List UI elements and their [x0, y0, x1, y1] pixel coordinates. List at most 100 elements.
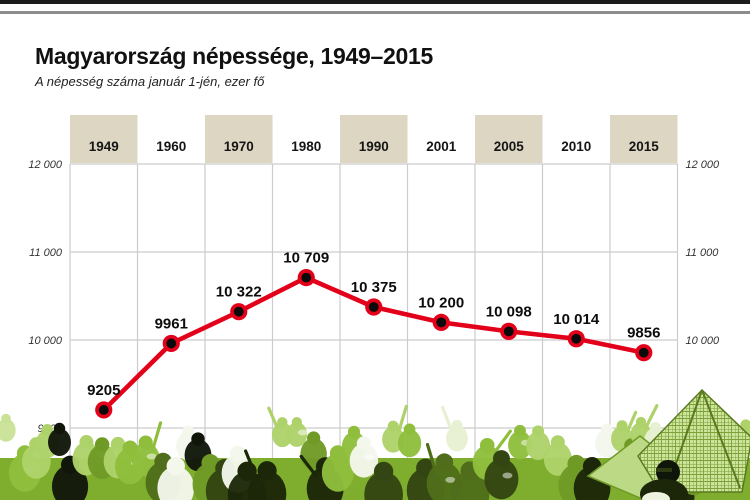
- crowd-figure-body: [397, 429, 422, 458]
- data-point-label: 9205: [87, 382, 120, 399]
- foreground-figure-glasses: [656, 468, 672, 472]
- crowd-figure-head: [329, 445, 346, 462]
- crowd-figure-body: [157, 466, 195, 500]
- page-subtitle: A népesség száma január 1-jén, ezer fő: [35, 74, 265, 89]
- data-point: [503, 326, 514, 337]
- crowd-figure-head: [277, 417, 288, 428]
- y-tick-label-right: 10 000: [686, 335, 721, 347]
- crowd-figure-body: [508, 430, 532, 460]
- crowd-highlight: [297, 429, 308, 436]
- crowd-figure-head: [403, 423, 416, 436]
- crowd-figure-head: [435, 453, 454, 472]
- umbrella-checkered: [637, 388, 750, 493]
- year-label: 2010: [561, 139, 591, 154]
- crowd-figure-head: [307, 431, 321, 445]
- crowd-figure-head: [110, 436, 126, 452]
- crowd-highlight: [364, 454, 375, 461]
- y-tick-label-right: 11 000: [686, 247, 720, 259]
- data-point: [98, 405, 109, 415]
- crowd-figure-head: [201, 454, 220, 472]
- crowd-figure-head: [1, 413, 11, 424]
- crowd-figure-head: [550, 435, 565, 450]
- crowd-figure-head: [532, 425, 545, 438]
- data-point: [166, 338, 177, 349]
- crowd-figure-head: [53, 422, 66, 435]
- crowd-figure-head: [138, 435, 153, 450]
- crowd-figure-head: [182, 425, 195, 438]
- data-point-label: 9961: [155, 315, 188, 332]
- crowd-figure-body: [349, 443, 379, 478]
- data-point-label: 10 709: [283, 250, 329, 267]
- crowd-raised-arm: [644, 404, 659, 429]
- crowd-raised-arm: [267, 406, 279, 430]
- crowd-figure-head: [94, 437, 110, 452]
- crowd-figure-body: [0, 418, 16, 442]
- crowd-raised-arm: [397, 404, 408, 434]
- crowd-figure-head: [257, 461, 277, 481]
- data-point-label: 9856: [627, 325, 660, 342]
- year-band-cell: [610, 115, 678, 163]
- data-point-label: 10 200: [418, 294, 464, 311]
- crowd-figure-head: [166, 456, 185, 476]
- crowd-raised-arm: [151, 421, 163, 452]
- crowd-figure-head: [41, 423, 54, 436]
- crowd-figure-head: [514, 424, 526, 437]
- crowd-raised-arm: [425, 442, 438, 473]
- umbrella-rib: [701, 389, 741, 489]
- crowd-figure-head: [79, 435, 94, 449]
- data-point: [301, 272, 312, 283]
- year-label: 2015: [629, 139, 660, 154]
- crowd-figure-head: [451, 419, 463, 431]
- crowd-figure-head: [229, 445, 246, 463]
- crowd-figure-head: [291, 416, 303, 428]
- crowd-figure-body: [321, 453, 354, 492]
- top-gray-divider: [0, 11, 750, 14]
- crowd-figure-body: [286, 422, 308, 447]
- crowd-raised-arm: [625, 410, 638, 433]
- year-label: 2005: [494, 139, 525, 154]
- crowd-figure-head: [616, 420, 628, 432]
- top-black-bar: [0, 0, 750, 4]
- data-point: [368, 302, 379, 312]
- crowd-photo-illustration: [0, 388, 750, 500]
- data-point: [638, 347, 649, 358]
- year-band-cell: [475, 115, 543, 163]
- y-tick-label-right: 12 000: [686, 159, 721, 171]
- data-point: [436, 317, 447, 328]
- crowd-figure-head: [600, 423, 613, 436]
- crowd-raised-arm: [299, 454, 318, 478]
- crowd-figure-head: [649, 421, 662, 434]
- year-band-cell: [70, 115, 138, 163]
- crowd-highlight: [146, 453, 157, 460]
- year-band-cell: [205, 115, 273, 163]
- year-label: 1980: [291, 139, 321, 154]
- y-tick-label-left: 11 000: [29, 247, 63, 259]
- crowd-figure-head: [740, 419, 750, 431]
- crowd-raised-arm: [492, 429, 512, 455]
- crowd-figure-head: [479, 438, 495, 453]
- crowd-raised-arm: [441, 405, 454, 433]
- data-point-label: 10 375: [351, 279, 397, 296]
- year-label: 1949: [89, 139, 119, 154]
- crowd-figure-body: [543, 442, 572, 476]
- page-title: Magyarország népessége, 1949–2015: [35, 43, 433, 70]
- data-point-label: 10 098: [486, 303, 532, 320]
- data-point: [571, 333, 582, 344]
- crowd-raised-arm: [244, 449, 260, 483]
- crowd-figure-body: [450, 470, 490, 500]
- crowd-highlight: [502, 472, 513, 479]
- crowd-figure-body: [526, 431, 551, 461]
- crowd-figure-head: [356, 436, 371, 451]
- crowd-figure-body: [48, 428, 71, 457]
- year-label: 1970: [224, 139, 254, 154]
- crowd-figure-head: [347, 425, 361, 438]
- year-band-cell: [340, 115, 408, 163]
- crowd-figure-head: [635, 416, 647, 428]
- crowd-figure-head: [387, 420, 399, 432]
- crowd-highlight: [445, 476, 456, 483]
- crowd-figure-head: [492, 450, 510, 468]
- crowd-figure-body: [51, 464, 89, 500]
- foreground-figure-shirt: [642, 492, 670, 500]
